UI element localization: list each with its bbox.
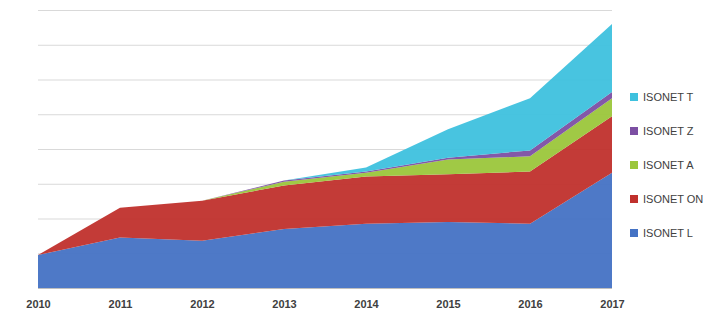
- svg-text:2015: 2015: [436, 298, 460, 310]
- svg-text:2016: 2016: [518, 298, 542, 310]
- svg-text:2010: 2010: [26, 298, 50, 310]
- html-text:ISONET ON: ISONET ON: [643, 193, 704, 205]
- html-text:ISONET Z: ISONET Z: [643, 125, 694, 137]
- html-text:ISONET T: ISONET T: [643, 91, 694, 103]
- html-text:ISONET L: ISONET L: [643, 227, 693, 239]
- svg-text:2014: 2014: [354, 298, 379, 310]
- svg-text:2013: 2013: [272, 298, 296, 310]
- svg-text:2017: 2017: [600, 298, 624, 310]
- html-text:ISONET A: ISONET A: [643, 159, 694, 171]
- svg-text:2011: 2011: [109, 298, 133, 310]
- svg-text:2012: 2012: [190, 298, 214, 310]
